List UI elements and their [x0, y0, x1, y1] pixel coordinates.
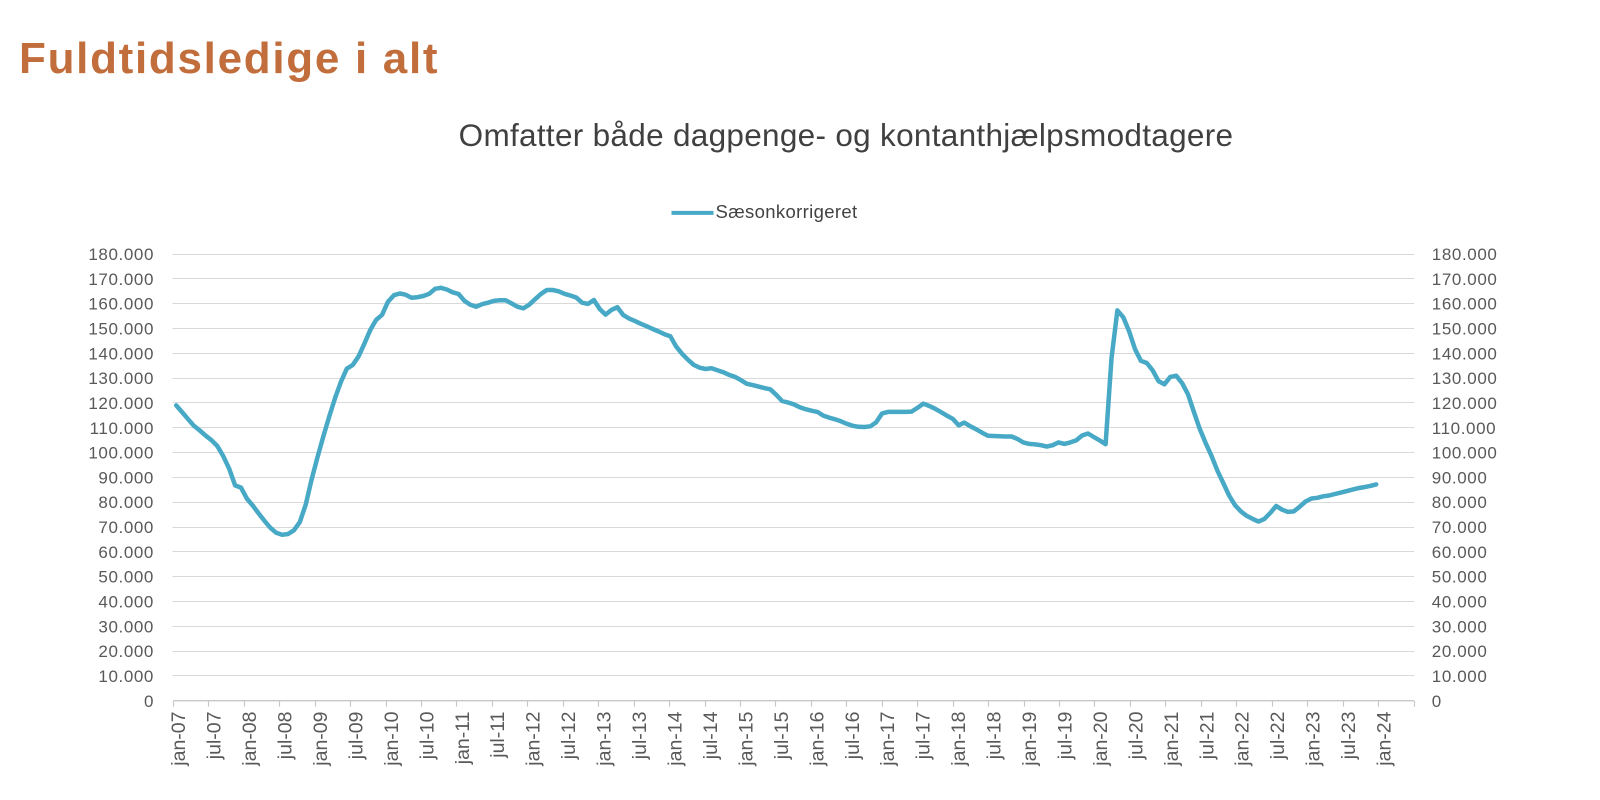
svg-text:60.000: 60.000: [1432, 543, 1488, 562]
svg-text:160.000: 160.000: [88, 295, 154, 314]
svg-text:0: 0: [144, 692, 154, 711]
svg-text:30.000: 30.000: [1432, 617, 1488, 636]
svg-text:jan-16: jan-16: [806, 712, 828, 767]
svg-text:100.000: 100.000: [88, 444, 154, 463]
svg-text:90.000: 90.000: [1432, 468, 1488, 487]
svg-text:jul-15: jul-15: [771, 711, 793, 760]
svg-text:jul-23: jul-23: [1338, 712, 1360, 761]
svg-text:10.000: 10.000: [1432, 667, 1488, 686]
svg-text:jan-22: jan-22: [1232, 712, 1254, 767]
svg-text:0: 0: [1432, 692, 1442, 711]
svg-text:20.000: 20.000: [98, 642, 154, 661]
svg-text:jul-10: jul-10: [416, 711, 438, 760]
svg-text:60.000: 60.000: [98, 543, 154, 562]
svg-text:jul-18: jul-18: [984, 712, 1006, 761]
svg-text:jan-19: jan-19: [1019, 712, 1041, 767]
svg-text:jan-15: jan-15: [735, 711, 757, 766]
svg-text:30.000: 30.000: [98, 617, 154, 636]
svg-text:110.000: 110.000: [90, 419, 154, 438]
svg-text:jul-11: jul-11: [487, 712, 509, 759]
svg-text:120.000: 120.000: [1432, 394, 1498, 413]
svg-text:20.000: 20.000: [1432, 642, 1488, 661]
svg-text:70.000: 70.000: [1432, 518, 1488, 537]
svg-text:130.000: 130.000: [1432, 369, 1498, 388]
svg-text:100.000: 100.000: [1432, 444, 1498, 463]
svg-text:180.000: 180.000: [88, 245, 154, 264]
svg-text:140.000: 140.000: [88, 344, 154, 363]
svg-text:150.000: 150.000: [88, 320, 154, 339]
svg-text:130.000: 130.000: [88, 369, 154, 388]
svg-text:jan-24: jan-24: [1374, 711, 1396, 766]
svg-text:jan-10: jan-10: [381, 711, 403, 766]
svg-text:jul-21: jul-21: [1196, 712, 1218, 761]
svg-text:180.000: 180.000: [1432, 245, 1498, 264]
svg-text:Sæsonkorrigeret: Sæsonkorrigeret: [716, 201, 858, 222]
svg-text:70.000: 70.000: [98, 518, 154, 537]
svg-text:jan-12: jan-12: [523, 712, 545, 767]
svg-text:40.000: 40.000: [1432, 593, 1488, 612]
svg-text:jan-18: jan-18: [948, 712, 970, 767]
svg-text:jul-12: jul-12: [558, 712, 580, 761]
svg-text:jan-13: jan-13: [594, 712, 616, 767]
svg-text:10.000: 10.000: [98, 667, 154, 686]
svg-text:jul-20: jul-20: [1125, 711, 1147, 760]
svg-text:Fuldtidsledige i alt: Fuldtidsledige i alt: [19, 34, 439, 83]
svg-text:jan-14: jan-14: [665, 711, 687, 766]
svg-text:Omfatter både dagpenge- og kon: Omfatter både dagpenge- og kontanthjælps…: [459, 117, 1234, 153]
svg-text:80.000: 80.000: [1432, 493, 1488, 512]
svg-text:90.000: 90.000: [98, 468, 154, 487]
svg-text:jul-08: jul-08: [275, 712, 297, 761]
svg-text:jan-21: jan-21: [1161, 712, 1183, 767]
svg-text:jan-17: jan-17: [877, 712, 899, 767]
svg-text:150.000: 150.000: [1432, 320, 1498, 339]
svg-text:jan-11: jan-11: [452, 712, 474, 766]
svg-text:jul-17: jul-17: [913, 712, 935, 761]
svg-text:jan-08: jan-08: [239, 712, 261, 767]
svg-text:50.000: 50.000: [98, 568, 154, 587]
svg-text:170.000: 170.000: [88, 270, 154, 289]
svg-text:110.000: 110.000: [1432, 419, 1496, 438]
svg-text:jul-22: jul-22: [1267, 712, 1289, 761]
svg-text:jul-14: jul-14: [700, 711, 722, 760]
svg-text:jan-23: jan-23: [1303, 712, 1325, 767]
svg-text:jul-13: jul-13: [629, 712, 651, 761]
svg-text:jul-09: jul-09: [345, 712, 367, 761]
svg-text:jan-20: jan-20: [1090, 711, 1112, 766]
svg-text:140.000: 140.000: [1432, 344, 1498, 363]
svg-text:50.000: 50.000: [1432, 568, 1488, 587]
svg-text:jan-09: jan-09: [310, 712, 332, 767]
svg-text:jul-19: jul-19: [1055, 712, 1077, 761]
svg-text:40.000: 40.000: [98, 593, 154, 612]
svg-text:jul-07: jul-07: [204, 712, 226, 761]
svg-text:jan-07: jan-07: [168, 712, 190, 767]
svg-text:jul-16: jul-16: [842, 712, 864, 761]
svg-text:80.000: 80.000: [98, 493, 154, 512]
svg-text:160.000: 160.000: [1432, 295, 1498, 314]
svg-text:120.000: 120.000: [88, 394, 154, 413]
svg-text:170.000: 170.000: [1432, 270, 1498, 289]
